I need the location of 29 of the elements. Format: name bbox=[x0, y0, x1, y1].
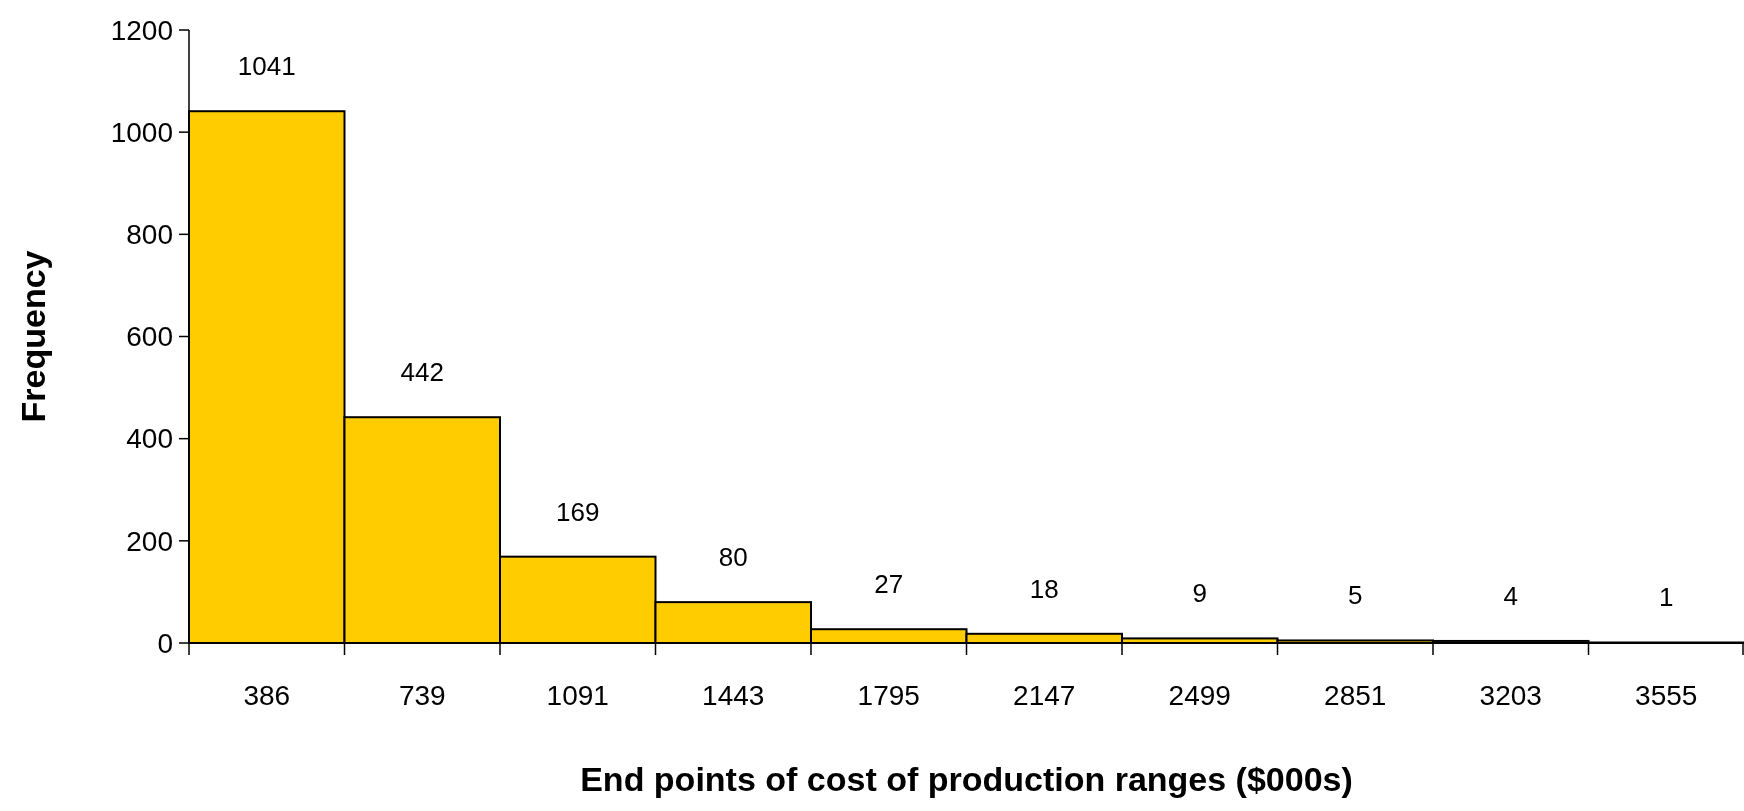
data-label: 1041 bbox=[237, 51, 296, 82]
x-tick-label: 1091 bbox=[546, 680, 609, 711]
y-tick-label: 0 bbox=[157, 627, 173, 659]
x-tick-label: 3203 bbox=[1479, 680, 1542, 711]
y-tick-label: 1200 bbox=[110, 14, 173, 46]
x-tick-label: 386 bbox=[243, 680, 291, 711]
y-axis-title: Frequency bbox=[14, 250, 52, 423]
data-label: 27 bbox=[874, 569, 904, 600]
x-tick-label: 2147 bbox=[1013, 680, 1076, 711]
y-tick-label: 1000 bbox=[110, 116, 173, 148]
x-tick-label: 2851 bbox=[1324, 680, 1387, 711]
x-tick-label: 739 bbox=[398, 680, 446, 711]
y-tick-label: 400 bbox=[126, 423, 173, 455]
y-tick-label: 200 bbox=[126, 525, 173, 557]
data-label: 9 bbox=[1192, 578, 1207, 609]
data-label: 1 bbox=[1659, 582, 1674, 613]
x-tick-label: 1795 bbox=[857, 680, 920, 711]
data-label: 169 bbox=[556, 496, 600, 527]
data-label: 5 bbox=[1348, 580, 1363, 611]
y-tick-label: 800 bbox=[126, 219, 173, 251]
x-axis-title: End points of cost of production ranges ($000s) bbox=[580, 760, 1353, 798]
x-tick-label: 3555 bbox=[1635, 680, 1698, 711]
x-tick-label: 1443 bbox=[702, 680, 765, 711]
data-label: 80 bbox=[718, 542, 748, 573]
data-label: 442 bbox=[400, 357, 444, 388]
data-label: 18 bbox=[1029, 573, 1059, 604]
y-tick-label: 600 bbox=[126, 321, 173, 353]
x-tick-label: 2499 bbox=[1168, 680, 1231, 711]
data-label: 4 bbox=[1503, 580, 1518, 611]
